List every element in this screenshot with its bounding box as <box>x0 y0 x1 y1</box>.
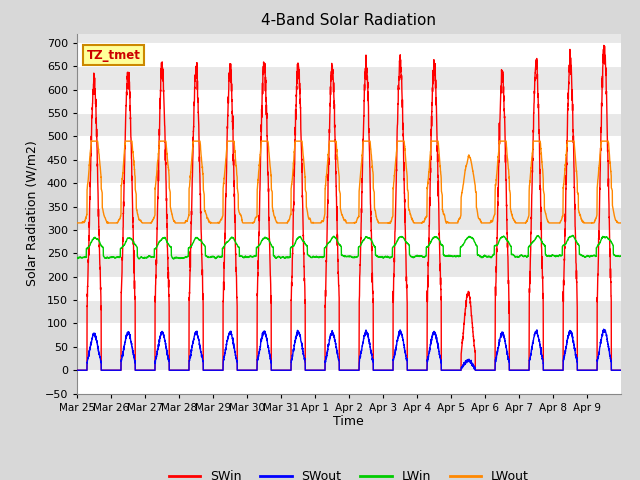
SWout <box>73 367 81 373</box>
Legend: SWin, SWout, LWin, LWout: SWin, SWout, LWin, LWout <box>164 465 534 480</box>
SWout <box>525 367 532 373</box>
X-axis label: Time: Time <box>333 415 364 429</box>
Line: LWin: LWin <box>77 235 621 259</box>
LWin <box>369 240 377 246</box>
Title: 4-Band Solar Radiation: 4-Band Solar Radiation <box>261 13 436 28</box>
SWout <box>186 358 193 363</box>
SWin <box>600 43 607 48</box>
LWout <box>186 181 193 187</box>
Bar <box>77 347 621 370</box>
SWin <box>525 367 532 373</box>
Text: TZ_tmet: TZ_tmet <box>86 49 140 62</box>
LWout <box>369 169 377 175</box>
SWin <box>539 274 547 279</box>
Bar <box>77 43 621 66</box>
SWin <box>398 91 406 96</box>
LWin <box>569 232 577 238</box>
Bar <box>77 206 621 230</box>
Y-axis label: Solar Radiation (W/m2): Solar Radiation (W/m2) <box>26 141 39 287</box>
LWin <box>539 240 547 246</box>
Line: SWin: SWin <box>77 46 621 370</box>
Bar <box>77 136 621 160</box>
SWout <box>539 356 547 362</box>
Bar <box>77 230 621 253</box>
LWout <box>617 220 625 226</box>
Bar <box>77 160 621 183</box>
LWin <box>73 255 81 261</box>
LWout <box>498 138 506 144</box>
Bar <box>77 276 621 300</box>
Line: LWout: LWout <box>77 141 621 223</box>
LWout <box>525 213 532 219</box>
SWout <box>498 330 506 336</box>
SWin <box>498 68 506 73</box>
SWout <box>600 326 607 332</box>
Bar <box>77 113 621 136</box>
SWin <box>73 367 81 373</box>
LWout <box>539 168 547 174</box>
LWin <box>617 253 625 259</box>
Bar <box>77 324 621 347</box>
SWin <box>186 290 193 296</box>
LWin <box>170 256 177 262</box>
LWin <box>525 244 532 250</box>
LWin <box>398 234 406 240</box>
SWout <box>369 357 377 362</box>
Bar <box>77 183 621 206</box>
LWout <box>398 138 406 144</box>
LWout <box>88 138 95 144</box>
LWout <box>73 220 81 226</box>
SWin <box>369 289 377 295</box>
SWout <box>617 367 625 373</box>
Bar <box>77 370 621 394</box>
LWin <box>186 245 193 251</box>
Bar <box>77 66 621 90</box>
SWin <box>617 367 625 373</box>
Line: SWout: SWout <box>77 329 621 370</box>
LWin <box>498 234 506 240</box>
Bar <box>77 300 621 324</box>
Bar <box>77 253 621 276</box>
SWout <box>398 332 406 338</box>
Bar <box>77 90 621 113</box>
